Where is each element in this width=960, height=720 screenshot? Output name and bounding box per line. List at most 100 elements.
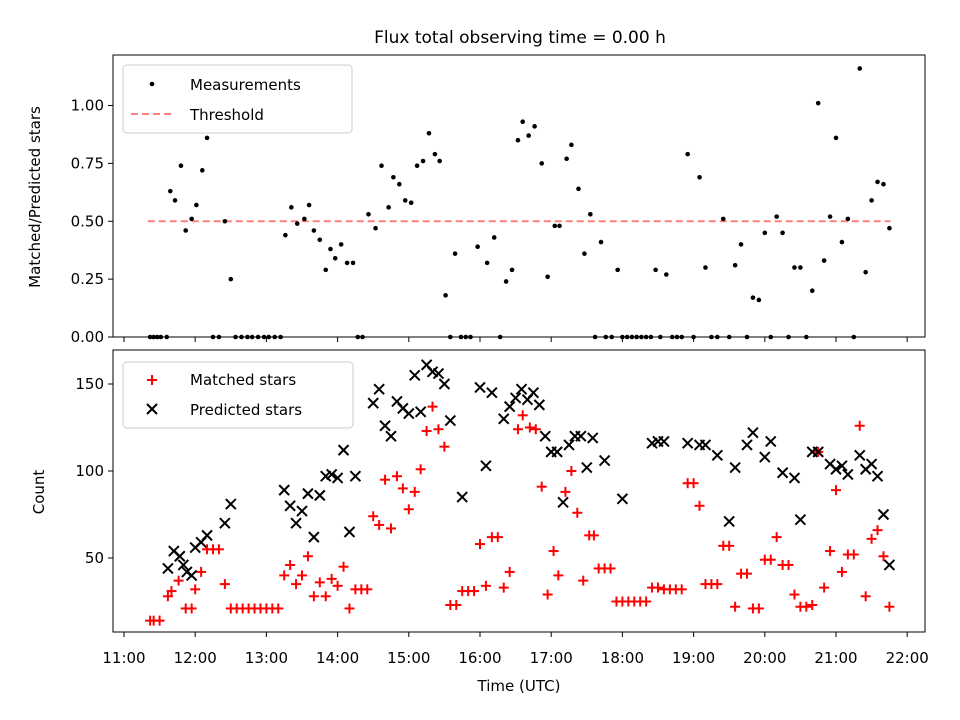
ratio-y-tick-label: 0.75 <box>71 154 104 172</box>
measurement-point <box>391 174 396 180</box>
measurement-point <box>552 223 558 229</box>
measurement-point <box>539 161 545 166</box>
measurement-point <box>653 267 658 273</box>
matched-star-point <box>848 549 859 560</box>
matched-star-point <box>320 591 331 602</box>
predicted-star-point <box>515 383 528 395</box>
measurement-point <box>598 239 604 245</box>
measurement-point <box>437 158 442 164</box>
matched-star-point <box>421 425 432 436</box>
ratio-y-axis-label: Matched/Predicted stars <box>26 106 44 288</box>
matched-star-point <box>332 580 343 591</box>
measurement-point <box>420 158 426 164</box>
measurement-point <box>408 200 414 206</box>
measurement-point <box>869 198 874 203</box>
measurement-point <box>845 216 851 222</box>
measurement-point <box>475 244 480 250</box>
predicted-star-point <box>747 427 759 439</box>
matched-star-point <box>397 483 408 494</box>
predicted-star-point <box>284 500 296 512</box>
measurement-point <box>289 205 294 210</box>
measurement-point <box>582 251 587 256</box>
matched-star-point <box>285 559 296 570</box>
predicted-star-point <box>865 458 878 470</box>
measurement-point <box>557 223 562 229</box>
measurement-point <box>183 228 189 233</box>
predicted-star-point <box>616 493 629 505</box>
matched-star-point <box>498 582 509 593</box>
predicted-star-point <box>551 446 563 458</box>
predicted-star-point <box>290 517 302 529</box>
matched-star-point <box>504 566 515 577</box>
predicted-star-point <box>438 378 451 390</box>
measurement-point <box>720 216 726 222</box>
matched-star-point <box>162 591 173 602</box>
matched-star-point <box>433 424 444 435</box>
predicted-star-point <box>325 468 338 481</box>
matched-star-point <box>854 420 865 431</box>
x-tick-label: 20:00 <box>743 649 786 667</box>
matched-star-point <box>536 481 547 492</box>
predicted-star-point <box>409 369 421 382</box>
matched-star-point <box>819 582 830 593</box>
legend-threshold-label: Threshold <box>189 106 264 124</box>
predicted-star-point <box>711 449 724 462</box>
predicted-star-point <box>456 491 468 503</box>
predicted-star-point <box>765 435 777 448</box>
matched-star-point <box>724 540 735 551</box>
matched-star-point <box>409 486 420 497</box>
legend-measurements-label: Measurements <box>190 76 301 94</box>
measurement-point <box>815 100 821 106</box>
measurement-point <box>588 212 593 217</box>
predicted-star-point <box>403 407 415 420</box>
matched-star-point <box>753 603 764 614</box>
predicted-star-point <box>699 439 712 451</box>
predicted-star-point <box>432 367 445 380</box>
count-y-axis-label: Count <box>30 470 48 515</box>
predicted-star-point <box>533 399 546 411</box>
measurement-point <box>809 288 815 294</box>
matched-star-point <box>173 575 184 586</box>
ratio-legend-box <box>122 64 353 134</box>
measurement-point <box>503 279 509 284</box>
predicted-star-point <box>563 439 575 451</box>
predicted-star-point <box>219 517 231 529</box>
predicted-star-point <box>581 461 593 474</box>
matched-star-point <box>338 561 349 572</box>
measurement-point <box>294 221 300 226</box>
measurement-point <box>332 255 338 261</box>
measurement-point <box>426 130 432 136</box>
measurement-point <box>200 168 205 173</box>
matched-star-point <box>451 599 462 610</box>
ratio-y-tick-label: 1.00 <box>71 97 104 115</box>
measurement-point <box>756 297 762 303</box>
predicted-star-point <box>174 550 186 562</box>
predicted-star-point <box>302 487 314 500</box>
matched-star-point <box>560 486 571 497</box>
measurement-point <box>774 214 779 219</box>
matched-star-point <box>326 573 337 584</box>
matched-star-point <box>548 546 559 557</box>
measurement-point <box>194 202 199 208</box>
predicted-star-point <box>575 430 587 442</box>
measurement-point <box>564 156 569 162</box>
legend-matched-marker <box>147 375 157 385</box>
measurement-point <box>386 205 391 210</box>
matched-star-point <box>386 523 396 534</box>
measurement-point <box>821 258 827 263</box>
matched-star-point <box>362 584 373 595</box>
measurement-point <box>863 269 868 275</box>
ratio-axes-frame <box>112 54 926 338</box>
matched-star-point <box>641 596 652 607</box>
matched-star-point <box>415 464 426 475</box>
predicted-star-point <box>509 392 522 404</box>
matched-star-point <box>512 424 523 435</box>
predicted-star-point <box>812 446 824 458</box>
matched-star-point <box>676 584 687 595</box>
predicted-star-point <box>314 489 326 502</box>
matched-star-point <box>878 551 889 562</box>
matched-star-point <box>344 603 355 614</box>
x-axis-label: Time (UTC) <box>477 677 561 695</box>
measurement-point <box>839 239 845 245</box>
matched-star-point <box>783 559 794 570</box>
